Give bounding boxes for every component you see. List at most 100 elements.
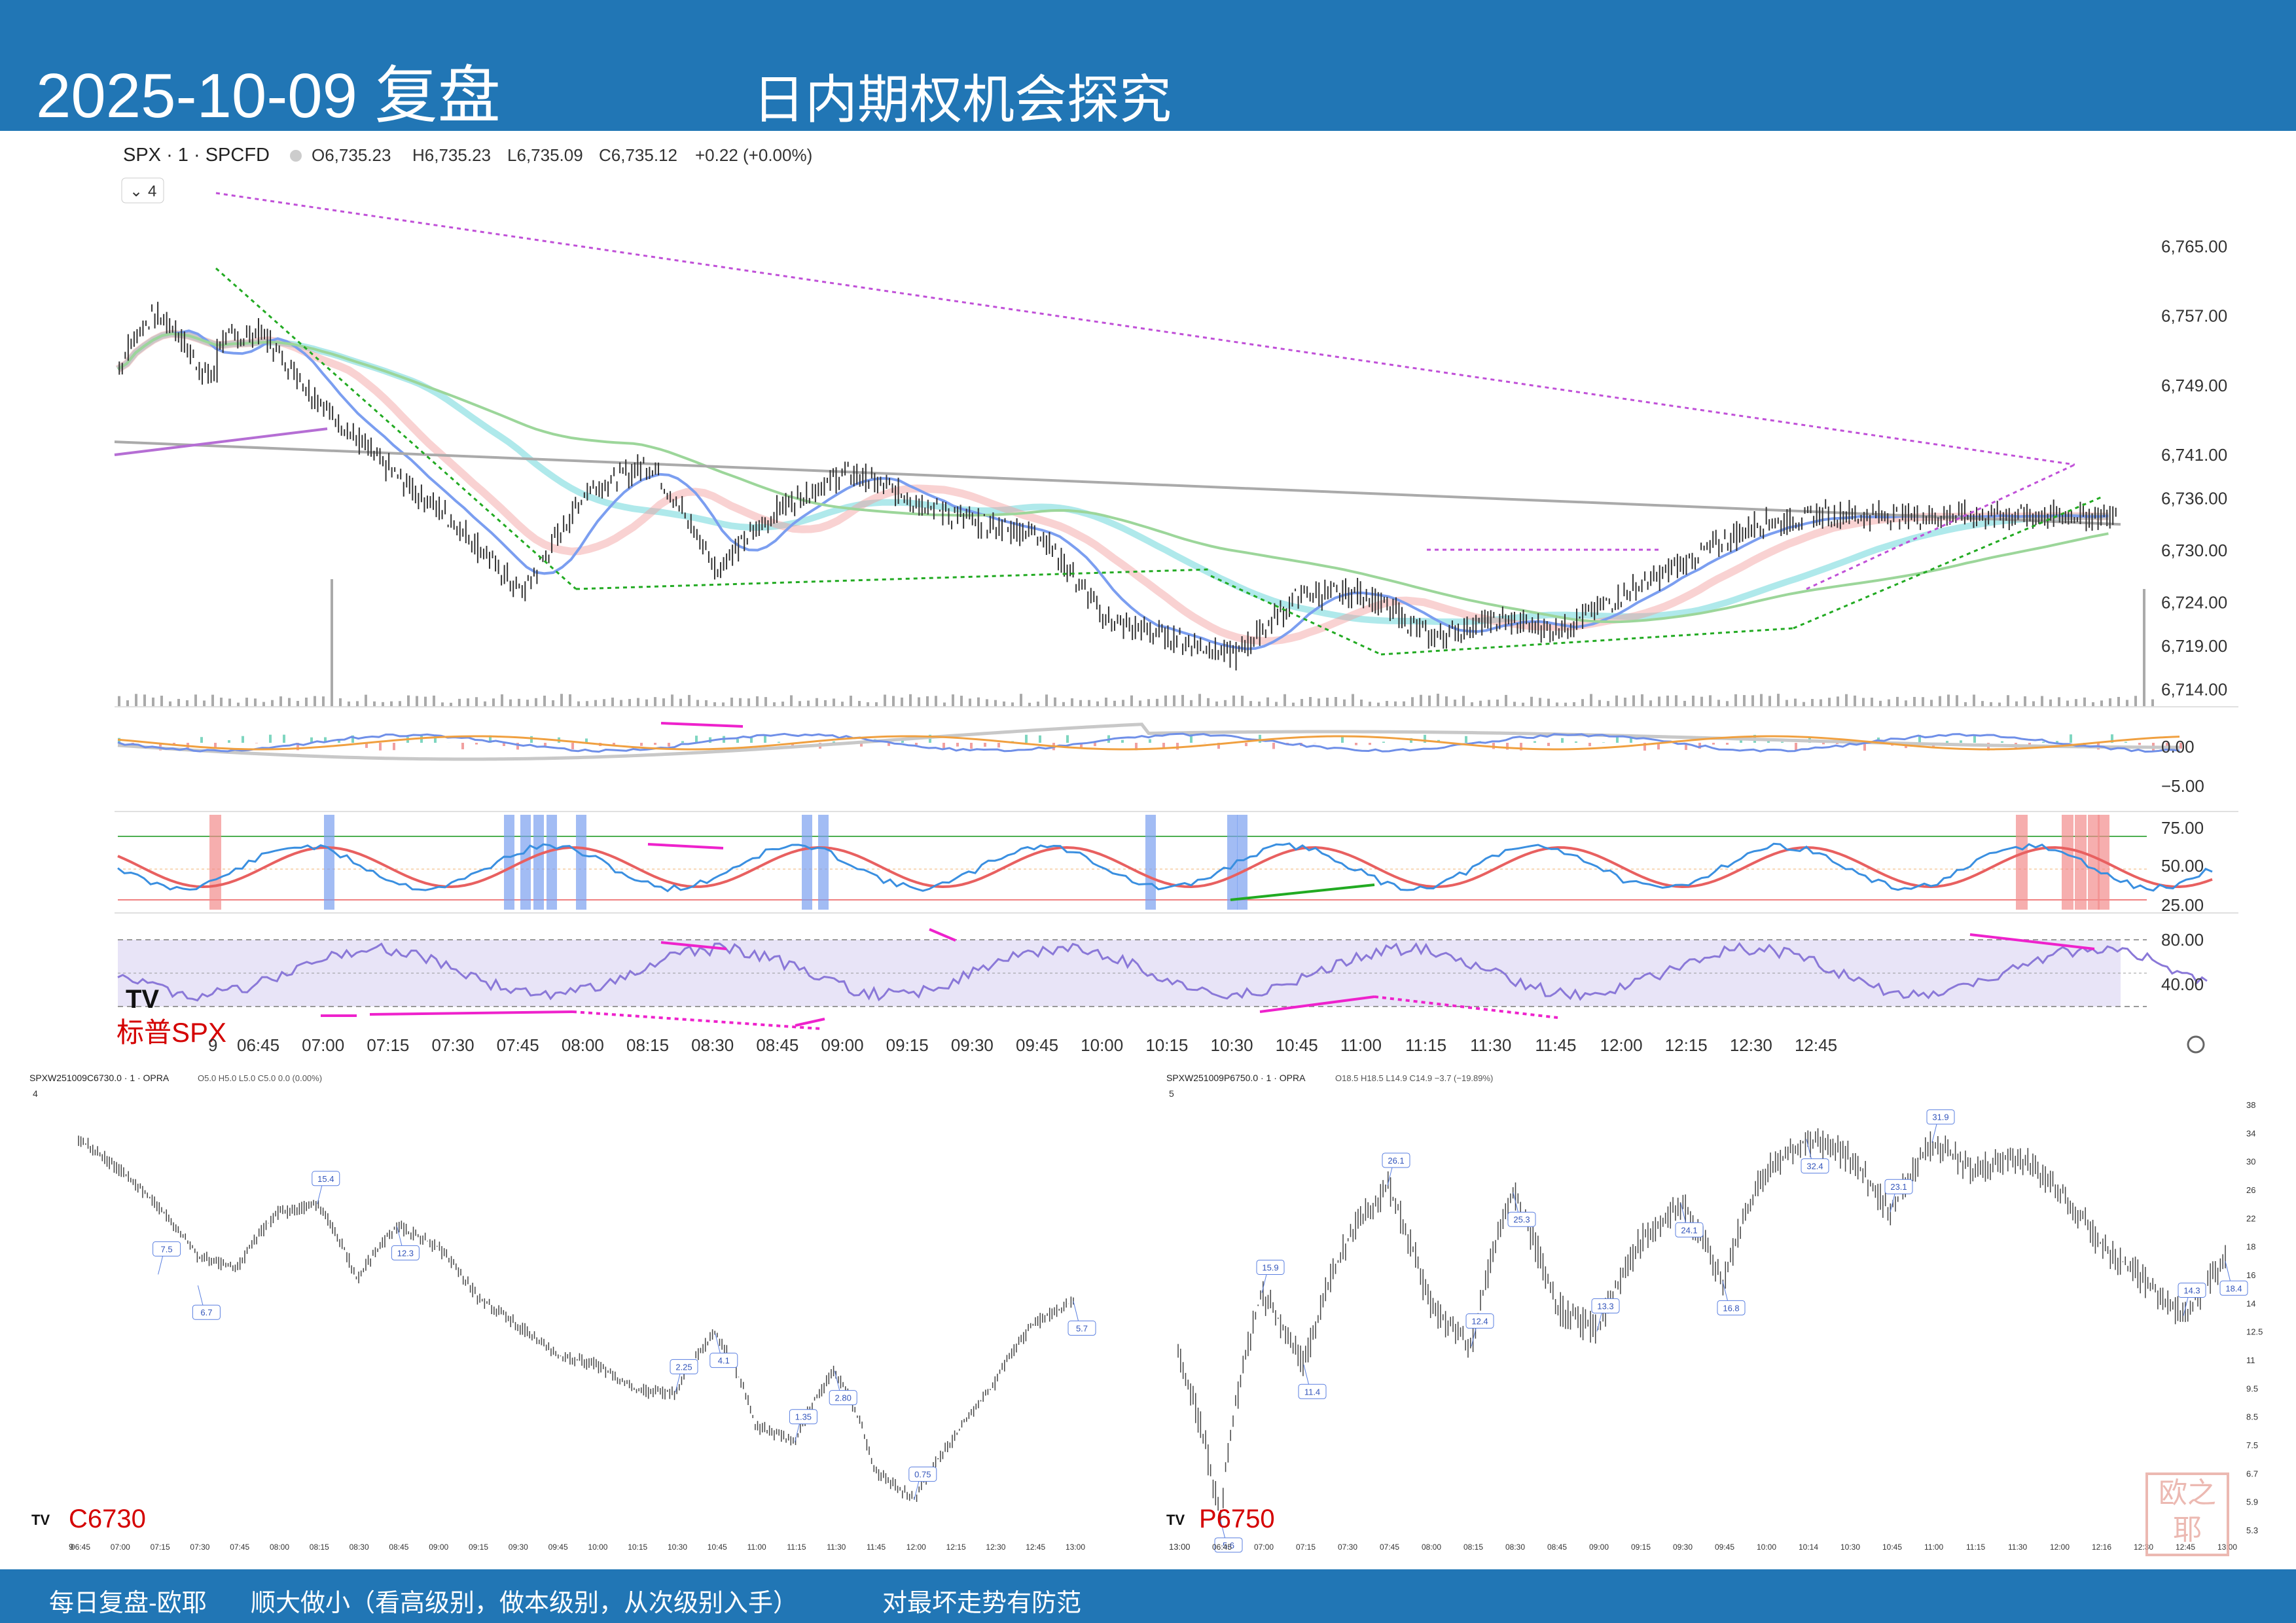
volume-bar [1598,700,1601,707]
volume-bar [1820,699,1822,707]
volume-bar [1998,702,2001,707]
volume-bar [918,697,920,707]
macd-histogram-bar [2042,741,2045,743]
oversold-zone [520,815,531,910]
volume-bar [790,695,793,707]
put-chart[interactable]: SPXW251009P6750.0 · 1 · OPRA O18.5 H18.5… [1139,1065,2278,1561]
oversold-zone [1237,815,1247,910]
volume-bar [679,698,682,707]
put-callout-box [2178,1282,2206,1298]
oversold-zone [324,815,334,910]
call-callout-box [908,1467,937,1482]
call-chart[interactable]: SPXW251009C6730.0 · 1 · OPRA O5.0 H5.0 L… [0,1065,1113,1561]
macd-histogram-bar [379,743,382,751]
spx-xtick-11: 09:30 [951,1035,994,1055]
market-status-icon [290,150,302,162]
put-callout-box [1382,1152,1410,1168]
macd-histogram-bar [1190,734,1193,743]
macd-histogram-bar [2125,741,2127,743]
volume-bar [348,701,350,707]
macd-histogram-bar [1918,734,1921,743]
volume-bar [1377,702,1380,707]
put-ytick-14: 5.9 [2246,1497,2258,1507]
call-xtick-18: 11:15 [787,1543,806,1552]
spx-change: +0.22 (+0.00%) [695,145,812,165]
spx-xtick-22: 12:15 [1665,1035,1708,1055]
spx-xtick-4: 07:45 [497,1035,539,1055]
put-callout-box [1298,1383,1327,1399]
put-ytick-0: 38 [2246,1100,2255,1110]
volume-bar [2143,589,2145,707]
call-xtick-22: 12:15 [946,1543,966,1552]
settings-gear-icon[interactable] [2187,1035,2205,1054]
volume-bar [2075,699,2077,707]
call-callout-box [1067,1320,1096,1336]
volume-bar [824,700,827,707]
volume-bar [1751,695,1754,707]
volume-bar [1734,694,1737,707]
put-xtick-10: 09:00 [1589,1543,1609,1552]
volume-bar [2117,696,2120,707]
macd-histogram-bar [2138,743,2141,745]
volume-bar [1922,697,1924,707]
volume-bar [705,700,708,707]
spx-close: C6,735.12 [599,145,677,165]
volume-bar [977,697,980,707]
volume-bar [1726,701,1729,707]
put-xtick-6: 08:00 [1422,1543,1441,1552]
volume-bar [1156,698,1158,707]
ema-band-red [115,329,2109,645]
call-callout-label: 4.1 [718,1356,730,1366]
volume-bar [833,698,835,707]
indicators-toggle[interactable] [121,177,164,204]
volume-bar [1513,702,1516,707]
macd-histogram-bar [1781,741,1784,743]
volume-bar [1181,694,1184,707]
call-indicators-count: 4 [33,1088,38,1099]
macd-histogram-bar [695,736,698,743]
call-xtick-4: 07:45 [230,1543,249,1552]
put-xtick-23: 12:30 [2134,1543,2153,1552]
volume-bar [1768,696,1771,707]
put-callout-box [1926,1109,1955,1125]
volume-bar [926,696,929,707]
macd-histogram-bar [1424,734,1426,743]
volume-bar [603,699,605,707]
spx-xtick-17: 11:00 [1340,1035,1382,1055]
volume-bar [1641,694,1643,707]
volume-bar [1854,695,1856,707]
volume-bar [1837,696,1839,707]
volume-bar [399,701,401,707]
macd-histogram-bar [296,743,299,751]
volume-bar [628,699,631,707]
volume-bar [1139,700,1141,707]
call-callout-box [152,1241,181,1257]
volume-bar [169,701,171,707]
call-callout-label: 12.3 [397,1248,414,1258]
macd-histogram-bar [1643,743,1646,751]
volume-bar [160,696,163,707]
volume-bar [986,699,988,707]
macd-signal-orange [117,735,2180,751]
spx-chart[interactable]: SPX · 1 · SPCFD O6,735.23 H6,735.23 L6,7… [0,131,2296,1060]
put-callout-label: 11.4 [1304,1387,1320,1397]
macd-histogram-bar [1176,743,1179,750]
macd-histogram-bar [1630,737,1632,743]
macd-histogram-bar [1149,739,1151,743]
macd-histogram-bar [1369,743,1371,745]
macd-histogram-bar [365,743,368,748]
volume-bar [1709,695,1712,707]
volume-bar [220,697,223,707]
spx-xtick-13: 10:00 [1081,1035,1123,1055]
put-callout-box [1675,1222,1704,1238]
volume-bar [1488,700,1490,707]
call-callout-box [670,1359,698,1374]
volume-bar [186,700,188,707]
volume-bar [560,694,563,707]
call-xtick-12: 09:45 [548,1543,568,1552]
put-callout-box [1256,1259,1285,1275]
volume-bar [1318,698,1320,707]
macd-histogram-bar [942,743,945,750]
volume-bar [1777,694,1780,707]
volume-bar [569,694,571,707]
